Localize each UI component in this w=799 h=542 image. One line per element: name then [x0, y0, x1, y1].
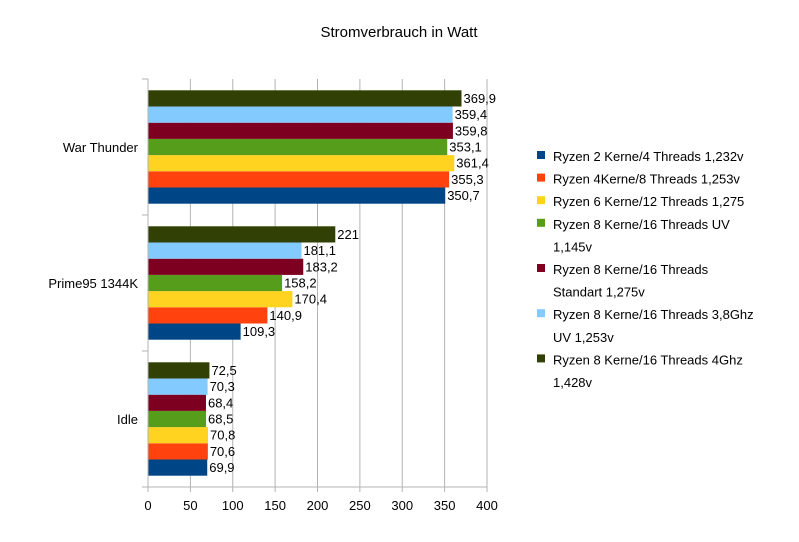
bar [148, 90, 462, 107]
bar [148, 394, 206, 411]
x-tick-label: 250 [349, 498, 371, 513]
bar-value-label: 353,1 [449, 140, 482, 155]
legend-label: 1,145v [553, 239, 593, 254]
x-tick-label: 350 [434, 498, 456, 513]
x-tick-label: 100 [222, 498, 244, 513]
legend-swatch [537, 309, 545, 318]
bar [148, 378, 208, 395]
legend-label: UV 1,253v [553, 330, 614, 345]
bar [148, 427, 209, 444]
x-tick-label: 50 [183, 498, 197, 513]
x-tick-label: 300 [391, 498, 413, 513]
category-label: Idle [117, 412, 138, 427]
bar [148, 459, 208, 476]
bars [148, 90, 462, 476]
bar-value-label: 355,3 [451, 172, 484, 187]
bar [148, 410, 207, 428]
bar [148, 242, 302, 259]
bar-value-label: 158,2 [284, 276, 317, 291]
legend-label: Ryzen 4Kerne/8 Threads 1,253v [553, 172, 740, 187]
bar [148, 258, 304, 275]
legend-swatch [537, 173, 545, 182]
bar-value-label: 70,3 [210, 379, 235, 394]
bar-value-label: 109,3 [243, 324, 276, 339]
bar [148, 291, 293, 308]
legend-swatch [537, 354, 545, 363]
bar-value-label: 68,4 [208, 395, 233, 410]
legend-swatch [537, 196, 545, 205]
x-tick-label: 400 [476, 498, 498, 513]
category-label: Prime95 1344K [48, 276, 138, 291]
legend-label: Ryzen 8 Kerne/16 Threads 4Ghz [553, 352, 743, 367]
legend-label: Ryzen 8 Kerne/16 Threads 3,8Ghz [553, 307, 754, 322]
bar [148, 155, 455, 172]
bar-value-label: 70,6 [210, 444, 235, 459]
bar [148, 226, 336, 243]
bar [148, 187, 446, 204]
bar-value-label: 359,8 [455, 123, 488, 138]
legend-label: Ryzen 8 Kerne/16 Threads [553, 262, 709, 277]
bar [148, 323, 241, 340]
category-label: War Thunder [63, 140, 139, 155]
x-tick-label: 150 [264, 498, 286, 513]
legend-label: 1,428v [553, 375, 593, 390]
axes: 0 50 100 150 200 250 300 350 400 War Thunder Prime… [48, 78, 498, 513]
bar-value-label: 69,9 [209, 460, 234, 475]
legend: Ryzen 2 Kerne/4 Threads 1,232v Ryzen 4Ker… [537, 149, 754, 390]
bar-value-label: 181,1 [303, 243, 336, 258]
bar-value-label: 361,4 [456, 156, 489, 171]
bar-value-label: 170,4 [294, 292, 327, 307]
x-tick-label: 0 [144, 498, 151, 513]
bar-value-label: 221 [337, 227, 359, 242]
bar [148, 122, 453, 139]
chart-title: Stromverbrauch in Watt [321, 24, 479, 41]
legend-label: Standart 1,275v [553, 285, 645, 300]
bar-value-label: 72,5 [211, 363, 236, 378]
bar [148, 307, 268, 324]
bar [148, 362, 210, 379]
legend-label: Ryzen 6 Kerne/12 Threads 1,275 [553, 194, 744, 209]
x-tick-label: 200 [307, 498, 329, 513]
bar-value-label: 70,8 [210, 428, 235, 443]
bar-value-label: 68,5 [208, 412, 233, 427]
legend-swatch [537, 264, 545, 272]
bar-value-label: 359,4 [455, 107, 488, 122]
bar-value-label: 140,9 [269, 308, 302, 323]
legend-swatch [537, 218, 545, 227]
bar-value-label: 350,7 [447, 188, 480, 203]
bar-value-label: 183,2 [305, 259, 338, 274]
bar [148, 138, 448, 156]
bar [148, 274, 283, 292]
bar [148, 106, 453, 123]
bar [148, 443, 208, 460]
legend-swatch [537, 151, 545, 159]
legend-label: Ryzen 8 Kerne/16 Threads UV [553, 217, 730, 232]
bar [148, 171, 450, 188]
bar-value-label: 369,9 [463, 91, 496, 106]
legend-label: Ryzen 2 Kerne/4 Threads 1,232v [553, 149, 744, 164]
